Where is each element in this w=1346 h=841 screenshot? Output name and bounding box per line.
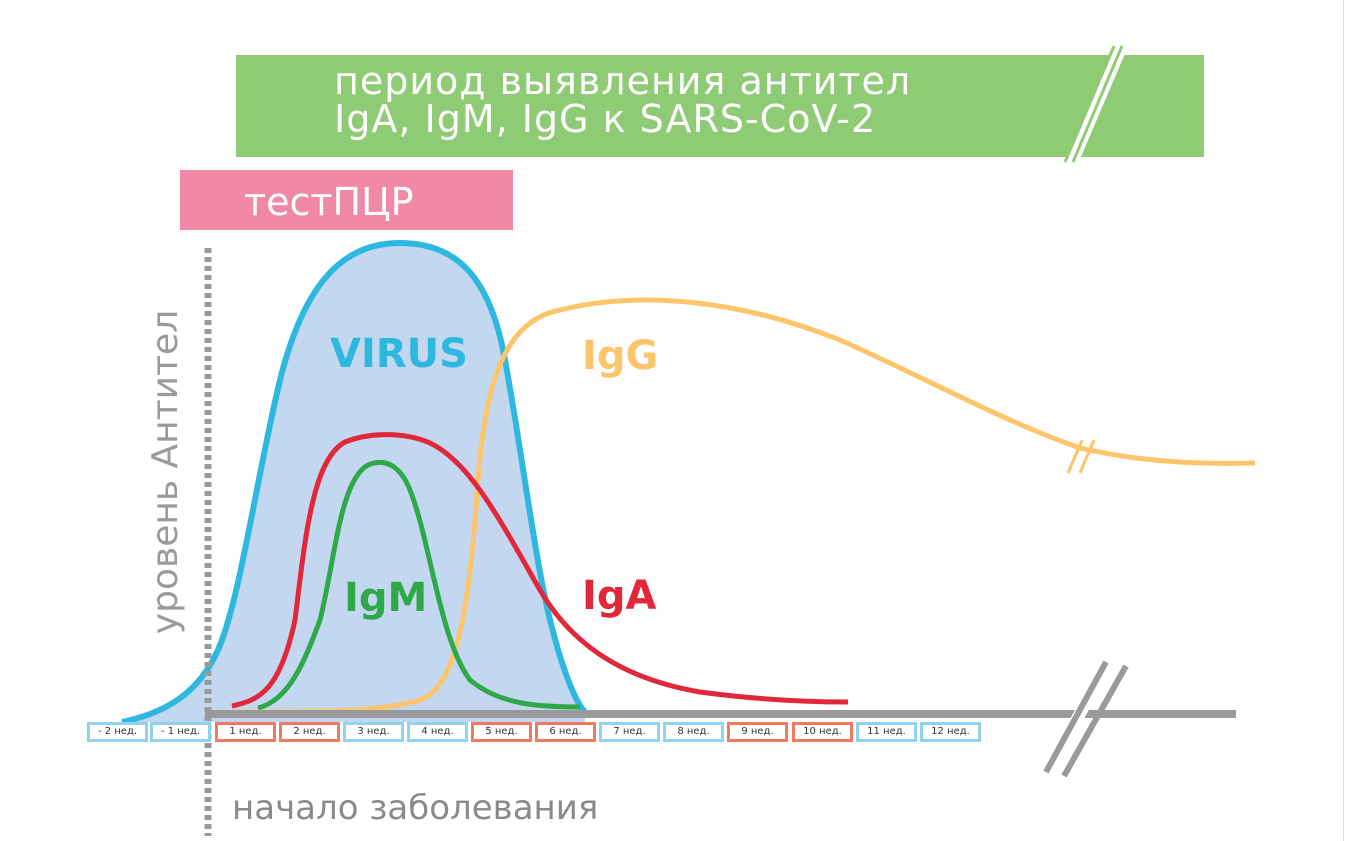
- week-cell: 5 нед.: [471, 722, 532, 742]
- week-cell: 7 нед.: [599, 722, 660, 742]
- igg-curve: [229, 297, 1256, 715]
- iga-label: IgA: [582, 573, 657, 619]
- week-cell: 4 нед.: [407, 722, 468, 742]
- axis-break-mark: [1042, 660, 1129, 778]
- week-cell: - 2 нед.: [87, 722, 148, 742]
- pcr-test-label: тестПЦР: [244, 180, 414, 224]
- igm-label: IgM: [344, 575, 428, 621]
- week-cell: 6 нед.: [535, 722, 596, 742]
- week-cell: 11 нед.: [856, 722, 917, 742]
- igg-label: IgG: [582, 333, 659, 379]
- week-cell: 12 нед.: [920, 722, 981, 742]
- banner-line-2: IgA, IgM, IgG к SARS-CoV-2: [334, 97, 877, 141]
- week-cell: 9 нед.: [727, 722, 788, 742]
- week-cell: 2 нед.: [279, 722, 340, 742]
- week-cell: 1 нед.: [215, 722, 276, 742]
- iga-curve: [231, 432, 849, 709]
- banner-title: период выявления антител IgA, IgM, IgG к…: [334, 62, 1054, 138]
- week-cell: 3 нед.: [343, 722, 404, 742]
- virus-label: VIRUS: [330, 331, 468, 377]
- igg-break-mark: [1066, 439, 1096, 474]
- igm-curve: [257, 459, 581, 711]
- banner-break-mark: [1063, 45, 1125, 163]
- banner-line-1: период выявления антител: [334, 59, 912, 103]
- antibody-period-banner: [236, 55, 1204, 157]
- y-axis-label: уровень Антител: [145, 309, 186, 635]
- virus-curve: [121, 239, 588, 725]
- week-cell: - 1 нед.: [150, 722, 211, 742]
- onset-label: начало заболевания: [232, 788, 599, 828]
- week-cell: 8 нед.: [663, 722, 724, 742]
- page-edge-rule: [1343, 0, 1344, 841]
- week-cell: 10 нед.: [792, 722, 853, 742]
- pcr-test-box: [180, 170, 513, 230]
